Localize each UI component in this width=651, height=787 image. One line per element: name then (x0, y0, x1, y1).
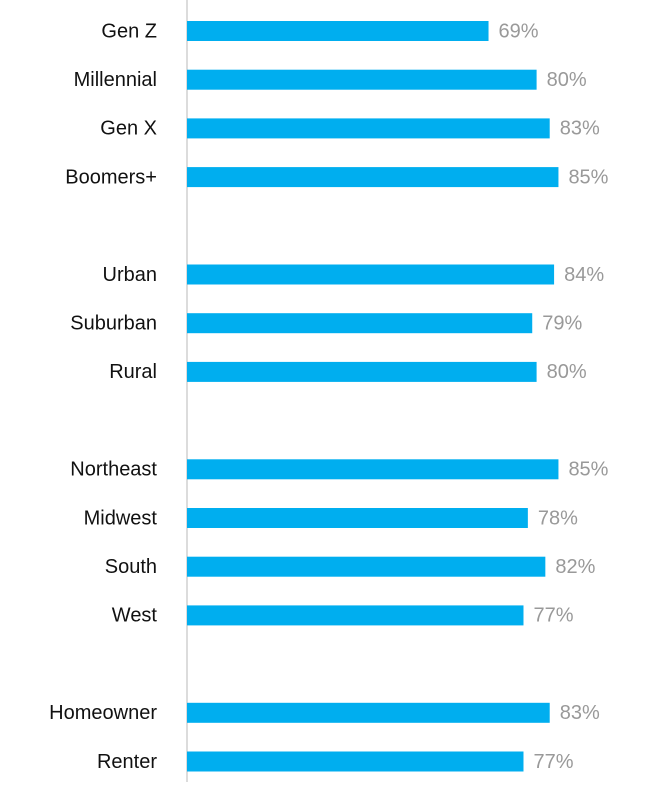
value-label: 77% (533, 605, 573, 627)
value-label: 85% (568, 166, 608, 188)
bar (187, 508, 528, 528)
category-label: Urban (103, 264, 157, 286)
value-label: 84% (564, 264, 604, 286)
bar (187, 21, 489, 41)
category-label: West (112, 605, 158, 627)
value-label: 83% (560, 118, 600, 140)
value-label: 85% (568, 459, 608, 481)
bar (187, 361, 537, 382)
bar (187, 751, 524, 772)
category-label: Millennial (74, 69, 157, 91)
category-label: Renter (97, 751, 157, 773)
value-label: 79% (542, 312, 582, 334)
bar (187, 313, 533, 334)
bar (187, 264, 555, 285)
value-label: 77% (533, 751, 573, 773)
bar (187, 556, 546, 577)
bar (187, 167, 559, 188)
value-label: 80% (547, 361, 587, 383)
category-label: Gen X (100, 118, 157, 140)
category-label: Midwest (84, 507, 158, 529)
category-label: Suburban (70, 312, 157, 334)
value-label: 78% (538, 507, 578, 529)
bar (187, 69, 537, 90)
value-label: 83% (560, 702, 600, 724)
category-label: Rural (109, 361, 157, 383)
bar (187, 118, 550, 139)
bar (187, 459, 559, 480)
category-label: Homeowner (49, 702, 157, 724)
category-label: Boomers+ (65, 166, 157, 188)
value-label: 80% (547, 69, 587, 91)
category-label: Northeast (70, 459, 157, 481)
category-label: South (105, 556, 157, 578)
bar (187, 605, 524, 626)
value-label: 69% (499, 20, 539, 42)
value-label: 82% (555, 556, 595, 578)
category-label: Gen Z (101, 20, 157, 42)
bar (187, 702, 550, 723)
